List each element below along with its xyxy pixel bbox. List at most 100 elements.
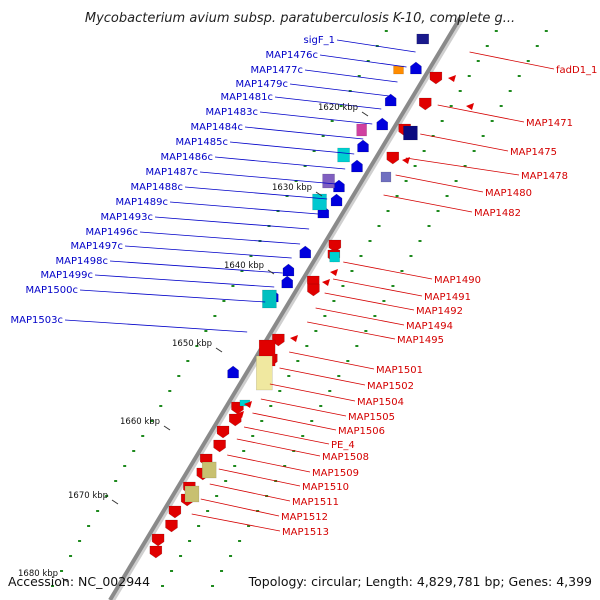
- gene-label-right[interactable]: MAP1478: [521, 171, 568, 182]
- gene-label-right[interactable]: MAP1475: [510, 147, 557, 158]
- gene-label-right[interactable]: MAP1512: [281, 512, 328, 523]
- gc-dot: [485, 45, 489, 47]
- gene-label-left[interactable]: MAP1485c: [176, 137, 228, 148]
- forward-cds-block[interactable]: [201, 461, 217, 479]
- gene-label-right[interactable]: MAP1492: [416, 306, 463, 317]
- reverse-cds-block[interactable]: [322, 173, 335, 189]
- reverse-cds-arrow[interactable]: [357, 139, 369, 153]
- gc-dot: [494, 30, 498, 32]
- gene-label-right[interactable]: MAP1504: [357, 397, 404, 408]
- gene-label-left[interactable]: MAP1493c: [101, 212, 153, 223]
- reverse-cds-block[interactable]: [416, 33, 430, 45]
- gene-label-right[interactable]: MAP1509: [312, 468, 359, 479]
- gene-label-right[interactable]: PE_4: [331, 440, 355, 451]
- gene-label-right[interactable]: MAP1482: [474, 208, 521, 219]
- forward-cds-small[interactable]: [290, 335, 298, 342]
- gc-dot: [395, 195, 399, 197]
- reverse-cds-arrow[interactable]: [351, 159, 363, 173]
- reverse-cds-arrow[interactable]: [333, 179, 345, 193]
- forward-cds-block[interactable]: [329, 251, 340, 263]
- forward-cds-small[interactable]: [322, 279, 330, 286]
- reverse-cds-block[interactable]: [393, 65, 404, 75]
- gene-label-right[interactable]: fadD1_1: [556, 65, 597, 76]
- gene-label-left[interactable]: MAP1503c: [11, 315, 63, 326]
- forward-cds-arrow[interactable]: [386, 151, 400, 165]
- gene-label-left[interactable]: MAP1486c: [161, 152, 213, 163]
- gene-label-left[interactable]: MAP1481c: [221, 92, 273, 103]
- forward-cds-block[interactable]: [380, 171, 392, 183]
- reverse-cds-arrow[interactable]: [410, 61, 422, 75]
- gc-dot: [229, 555, 233, 557]
- gene-label-left[interactable]: MAP1484c: [191, 122, 243, 133]
- gene-label-right[interactable]: MAP1495: [397, 335, 444, 346]
- gene-label-left[interactable]: MAP1499c: [41, 270, 93, 281]
- reverse-cds-block[interactable]: [356, 123, 367, 137]
- gene-label-left[interactable]: MAP1488c: [131, 182, 183, 193]
- reverse-cds-arrow[interactable]: [376, 117, 389, 131]
- gene-label-right[interactable]: MAP1494: [406, 321, 453, 332]
- gene-label-right[interactable]: MAP1511: [292, 497, 339, 508]
- forward-cds-arrow[interactable]: [429, 71, 443, 85]
- leader-line-right: [307, 321, 396, 340]
- reverse-cds-block[interactable]: [312, 193, 327, 211]
- gene-label-left[interactable]: MAP1487c: [146, 167, 198, 178]
- gene-label-left[interactable]: MAP1476c: [266, 50, 318, 61]
- gene-label-left[interactable]: MAP1477c: [251, 65, 303, 76]
- gc-dot: [476, 60, 480, 62]
- gene-label-right[interactable]: MAP1508: [322, 452, 369, 463]
- forward-cds-arrow[interactable]: [328, 239, 342, 253]
- forward-cds-arrow[interactable]: [151, 533, 165, 547]
- gene-label-left[interactable]: MAP1489c: [116, 197, 168, 208]
- gene-label-left[interactable]: sigF_1: [304, 35, 335, 46]
- gene-label-right[interactable]: MAP1491: [424, 292, 471, 303]
- reverse-cds-arrow[interactable]: [282, 263, 295, 277]
- forward-cds-small[interactable]: [466, 103, 474, 110]
- gc-dot: [168, 390, 172, 392]
- reverse-cds-arrow[interactable]: [384, 93, 397, 107]
- reverse-cds-block[interactable]: [262, 289, 277, 309]
- forward-cds-arrow[interactable]: [213, 439, 226, 453]
- gc-dot: [303, 165, 307, 167]
- gene-label-left[interactable]: MAP1498c: [56, 256, 108, 267]
- reverse-cds-arrow[interactable]: [299, 245, 312, 259]
- gene-label-left[interactable]: MAP1479c: [236, 79, 288, 90]
- gc-dot: [321, 135, 325, 137]
- reverse-cds-arrow[interactable]: [281, 275, 293, 289]
- forward-cds-small[interactable]: [236, 411, 244, 418]
- gc-dot: [454, 180, 458, 182]
- gene-label-right[interactable]: MAP1513: [282, 527, 329, 538]
- forward-cds-small[interactable]: [244, 401, 252, 408]
- gene-label-right[interactable]: MAP1506: [338, 426, 385, 437]
- forward-cds-arrow[interactable]: [419, 97, 432, 111]
- reverse-cds-arrow[interactable]: [330, 193, 343, 207]
- kbp-tick-mark: [361, 111, 369, 117]
- forward-cds-small[interactable]: [448, 75, 456, 82]
- gc-dot: [366, 60, 370, 62]
- forward-cds-block[interactable]: [256, 355, 273, 391]
- gene-label-left[interactable]: MAP1483c: [206, 107, 258, 118]
- forward-cds-block[interactable]: [403, 125, 418, 141]
- forward-cds-small[interactable]: [330, 269, 338, 276]
- gene-label-left[interactable]: MAP1500c: [26, 285, 78, 296]
- reverse-cds-block[interactable]: [337, 147, 350, 163]
- gene-label-left[interactable]: MAP1496c: [86, 227, 138, 238]
- forward-cds-arrow[interactable]: [216, 425, 230, 439]
- gene-labels: sigF_1 MAP1476c MAP1477c MAP1479c MAP1481c MA…: [11, 35, 598, 538]
- gene-label-right[interactable]: MAP1510: [302, 482, 349, 493]
- forward-cds-arrow[interactable]: [168, 505, 182, 519]
- gene-label-right[interactable]: MAP1502: [367, 381, 414, 392]
- forward-cds-arrow[interactable]: [307, 283, 320, 297]
- forward-cds-arrow[interactable]: [149, 545, 163, 559]
- gene-label-right[interactable]: MAP1505: [348, 412, 395, 423]
- gene-label-left[interactable]: MAP1497c: [71, 241, 123, 252]
- gene-label-right[interactable]: MAP1501: [376, 365, 423, 376]
- forward-cds-arrow[interactable]: [165, 519, 178, 533]
- forward-cds-block[interactable]: [184, 485, 200, 503]
- gene-label-right[interactable]: MAP1490: [434, 275, 481, 286]
- forward-cds-small[interactable]: [402, 157, 410, 164]
- reverse-cds-arrow[interactable]: [227, 365, 239, 379]
- gene-label-right[interactable]: MAP1471: [526, 118, 573, 129]
- gene-label-right[interactable]: MAP1480: [485, 188, 532, 199]
- gc-dot: [249, 255, 253, 257]
